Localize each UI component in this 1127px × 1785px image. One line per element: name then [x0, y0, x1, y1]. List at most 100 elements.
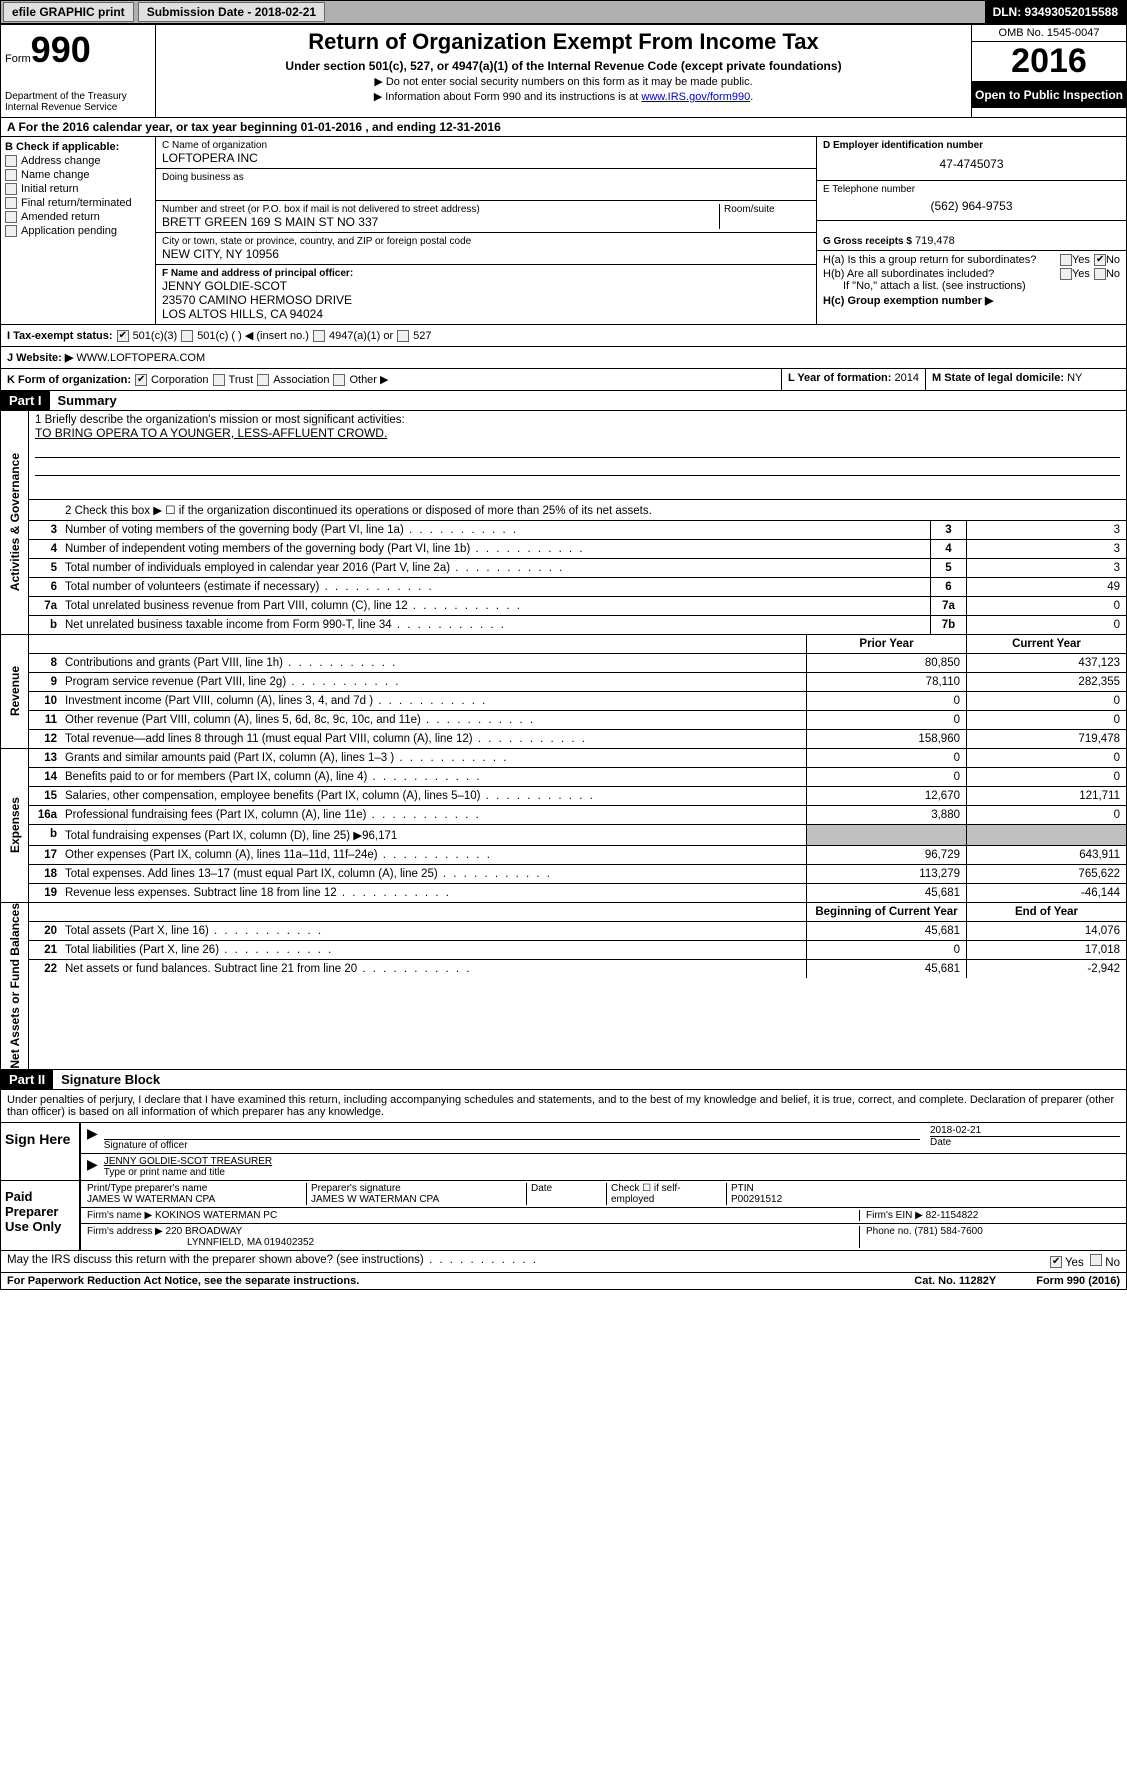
line1-label: 1 Briefly describe the organization's mi…: [35, 414, 1120, 426]
chk-501c[interactable]: [181, 330, 193, 342]
sig-officer-label: Signature of officer: [104, 1140, 188, 1151]
note-ssn: ▶ Do not enter social security numbers o…: [160, 75, 967, 88]
section-bcd: B Check if applicable: Address change Na…: [0, 137, 1127, 325]
part1-title: Summary: [50, 391, 125, 410]
hdr-current-year: Current Year: [966, 635, 1126, 653]
vtab-revenue: Revenue: [8, 666, 22, 716]
dba: [162, 183, 810, 197]
dept-treasury: Department of the Treasury Internal Reve…: [5, 91, 151, 113]
chk-name[interactable]: [5, 169, 17, 181]
hb-yes-box[interactable]: [1060, 268, 1072, 280]
sign-here-block: Sign Here ▶Signature of officer2018-02-2…: [0, 1123, 1127, 1181]
officer-name-title: JENNY GOLDIE-SCOT TREASURER: [104, 1156, 1120, 1167]
firm-name: KOKINOS WATERMAN PC: [155, 1210, 277, 1221]
topbar: efile GRAPHIC print Submission Date - 20…: [0, 0, 1127, 24]
principal-officer: JENNY GOLDIE-SCOT 23570 CAMINO HERMOSO D…: [162, 279, 810, 321]
hb-question: H(b) Are all subordinates included?: [823, 268, 1060, 280]
footer: For Paperwork Reduction Act Notice, see …: [0, 1273, 1127, 1290]
paid-preparer-block: Paid Preparer Use Only Print/Type prepar…: [0, 1181, 1127, 1251]
sign-here-label: Sign Here: [1, 1123, 81, 1180]
mission-text: TO BRING OPERA TO A YOUNGER, LESS-AFFLUE…: [35, 426, 1120, 440]
preparer-name: JAMES W WATERMAN CPA: [87, 1194, 215, 1205]
hb-no-box[interactable]: [1094, 268, 1106, 280]
row-k-form-org: K Form of organization: Corporation Trus…: [0, 369, 781, 391]
summary-governance: Activities & Governance 1 Briefly descri…: [0, 411, 1127, 635]
row-i-tax-status: I Tax-exempt status: 501(c)(3) 501(c) ( …: [0, 325, 1127, 347]
irs-link[interactable]: www.IRS.gov/form990: [641, 91, 750, 103]
part2-title: Signature Block: [53, 1070, 168, 1089]
ha-no-box[interactable]: [1094, 254, 1106, 266]
chk-corp[interactable]: [135, 374, 147, 386]
summary-net-assets: Net Assets or Fund Balances Beginning of…: [0, 903, 1127, 1070]
vtab-expenses: Expenses: [8, 797, 22, 853]
chk-address[interactable]: [5, 155, 17, 167]
efile-print-button[interactable]: efile GRAPHIC print: [3, 2, 134, 22]
chk-initial[interactable]: [5, 183, 17, 195]
row-j-website: J Website: ▶ WWW.LOFTOPERA.COM: [0, 347, 1127, 369]
state-domicile: NY: [1067, 372, 1082, 384]
col-b-header: B Check if applicable:: [5, 141, 151, 153]
sig-date: 2018-02-21: [930, 1125, 1120, 1136]
preparer-sig: JAMES W WATERMAN CPA: [311, 1194, 439, 1205]
state-domicile-label: M State of legal domicile:: [932, 372, 1064, 384]
discuss-no[interactable]: [1090, 1254, 1102, 1266]
gross-receipts: 719,478: [915, 235, 955, 247]
self-employed-check[interactable]: Check ☐ if self-employed: [611, 1183, 681, 1205]
paid-preparer-label: Paid Preparer Use Only: [1, 1181, 81, 1250]
firm-ein: 82-1154822: [926, 1210, 979, 1221]
chk-other[interactable]: [333, 374, 345, 386]
summary-revenue: Revenue Prior YearCurrent Year 8Contribu…: [0, 635, 1127, 749]
chk-527[interactable]: [397, 330, 409, 342]
form-subtitle: Under section 501(c), 527, or 4947(a)(1)…: [160, 59, 967, 73]
hdr-end-year: End of Year: [966, 903, 1126, 921]
form-number: 990: [31, 29, 91, 70]
perjury-statement: Under penalties of perjury, I declare th…: [0, 1090, 1127, 1123]
chk-final[interactable]: [5, 197, 17, 209]
chk-assoc[interactable]: [257, 374, 269, 386]
discuss-yes[interactable]: [1050, 1256, 1062, 1268]
firm-phone: (781) 584-7600: [914, 1226, 982, 1237]
hdr-prior-year: Prior Year: [806, 635, 966, 653]
form-title: Return of Organization Exempt From Incom…: [160, 29, 967, 55]
website-url: WWW.LOFTOPERA.COM: [76, 352, 205, 364]
year-formation: 2014: [895, 372, 919, 384]
chk-501c3[interactable]: [117, 330, 129, 342]
chk-pending[interactable]: [5, 225, 17, 237]
chk-amended[interactable]: [5, 211, 17, 223]
year-formation-label: L Year of formation:: [788, 372, 892, 384]
ein: 47-4745073: [823, 151, 1120, 177]
tax-year: 2016: [972, 42, 1126, 82]
col-d-ein-info: D Employer identification number47-47450…: [816, 137, 1126, 324]
vtab-governance: Activities & Governance: [8, 453, 22, 591]
part2-header: Part II: [1, 1070, 53, 1089]
hdr-beginning-year: Beginning of Current Year: [806, 903, 966, 921]
form-footer: Form 990 (2016): [1036, 1275, 1120, 1287]
form-header: Form990 Department of the Treasury Inter…: [0, 24, 1127, 118]
chk-4947[interactable]: [313, 330, 325, 342]
form-label: Form: [5, 53, 31, 65]
hb-note: If "No," attach a list. (see instruction…: [823, 280, 1120, 292]
vtab-net-assets: Net Assets or Fund Balances: [8, 903, 22, 1069]
row-a-tax-year: A For the 2016 calendar year, or tax yea…: [0, 118, 1127, 137]
ptin: P00291512: [731, 1194, 782, 1205]
telephone: (562) 964-9753: [823, 195, 1120, 217]
discuss-question: May the IRS discuss this return with the…: [7, 1254, 538, 1269]
chk-trust[interactable]: [213, 374, 225, 386]
cat-no: Cat. No. 11282Y: [914, 1275, 996, 1287]
city-state-zip: NEW CITY, NY 10956: [162, 247, 810, 261]
part1-header: Part I: [1, 391, 50, 410]
summary-expenses: Expenses 13Grants and similar amounts pa…: [0, 749, 1127, 903]
omb-number: OMB No. 1545-0047: [972, 25, 1126, 42]
ha-question: H(a) Is this a group return for subordin…: [823, 254, 1060, 266]
submission-date: Submission Date - 2018-02-21: [138, 2, 325, 22]
note-info: ▶ Information about Form 990 and its ins…: [160, 90, 967, 103]
col-b-checkboxes: B Check if applicable: Address change Na…: [1, 137, 156, 324]
col-c-org-info: C Name of organizationLOFTOPERA INC Doin…: [156, 137, 816, 324]
street-address: BRETT GREEN 169 S MAIN ST NO 337: [162, 215, 715, 229]
ha-yes-box[interactable]: [1060, 254, 1072, 266]
open-inspection: Open to Public Inspection: [972, 82, 1126, 108]
org-name: LOFTOPERA INC: [162, 151, 810, 165]
dln: DLN: 93493052015588: [985, 1, 1126, 23]
line2: 2 Check this box ▶ ☐ if the organization…: [29, 500, 1126, 520]
firm-address: 220 BROADWAY: [166, 1226, 243, 1237]
